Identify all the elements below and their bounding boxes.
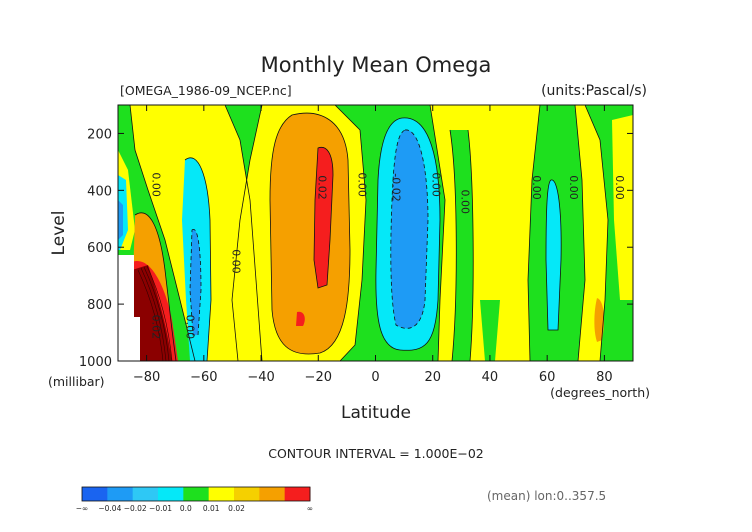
- colorbar: −∞ −0.04 −0.02 −0.01 0.0 0.01 0.02 ∞: [76, 486, 313, 513]
- dashed-contour-lines: [189, 129, 429, 336]
- contour-label: 0.02: [149, 315, 162, 340]
- x-tick-label: 80: [596, 370, 613, 385]
- x-tick-label: 40: [482, 370, 499, 385]
- region-orange-north: [594, 298, 605, 342]
- y-tick-label: 1000: [79, 355, 112, 370]
- x-units-label: (degrees_north): [550, 385, 650, 400]
- contour-labels: 0.00 0.00 0.02 0.00 0.02 0.00 -0.02 0.00 0.00 0.0…: [149, 172, 626, 340]
- y-tick-label: 200: [87, 127, 112, 142]
- y-tick-label: 400: [87, 184, 112, 199]
- x-tick-label: −60: [190, 370, 217, 385]
- region-yellow-north: [612, 115, 633, 300]
- region-red-dot: [296, 311, 305, 326]
- contour-label: -0.02: [390, 173, 403, 201]
- region-blue-polar: [118, 200, 123, 240]
- source-file-label: [OMEGA_1986-09_NCEP.nc]: [120, 83, 292, 98]
- colorbar-swatch: [208, 487, 235, 501]
- units-label: (units:Pascal/s): [541, 83, 647, 99]
- y-tick-label: 600: [87, 241, 112, 256]
- contour-label: 0.00: [530, 175, 543, 200]
- colorbar-swatch: [284, 487, 311, 501]
- x-tick-label: 20: [424, 370, 441, 385]
- x-axis-label: Latitude: [341, 403, 411, 423]
- colorbar-swatch: [107, 487, 134, 501]
- colorbar-label: −0.02: [124, 504, 147, 513]
- x-tick-label: 60: [539, 370, 556, 385]
- colorbar-swatch: [158, 487, 184, 501]
- contour-label: 0.00: [613, 175, 626, 200]
- region-green-eq-dot: [366, 229, 373, 250]
- x-tick-label: 0: [371, 370, 379, 385]
- colorbar-label: 0.02: [228, 504, 245, 513]
- mean-longitude-note: (mean) lon:0..357.5: [487, 489, 606, 503]
- y-tick-label: 800: [87, 298, 112, 313]
- x-axis: −80 −60 −40 −20 0 20 40 60 80: [133, 105, 613, 385]
- contour-label: 0.00: [567, 175, 580, 200]
- colorbar-swatch: [234, 487, 260, 501]
- colorbar-label: −0.04: [98, 504, 121, 513]
- contour-label: 0.00: [355, 172, 368, 197]
- dense-contours-south: [137, 265, 173, 361]
- contour-label: 0.02: [315, 175, 328, 200]
- colorbar-label: −0.01: [149, 504, 172, 513]
- region-darkred-south: [132, 265, 172, 361]
- contour-interval-label: CONTOUR INTERVAL = 1.000E−02: [268, 446, 484, 461]
- x-tick-label: −80: [133, 370, 160, 385]
- contour-label: 0.00: [229, 249, 242, 274]
- y-units-label: (millibar): [48, 374, 105, 389]
- colorbar-label: ∞: [307, 504, 313, 513]
- region-blue-tropic: [390, 129, 428, 329]
- colorbar-frame: [81, 486, 311, 502]
- colorbar-swatch: [132, 487, 159, 501]
- region-missing-data: [118, 255, 134, 317]
- region-cyan-north: [546, 179, 562, 330]
- region-missing-data-2: [118, 317, 140, 361]
- region-blue-south: [190, 229, 201, 335]
- region-red-subtropic: [314, 147, 333, 288]
- plot-area: [118, 105, 633, 361]
- region-green-strip-3: [480, 300, 500, 361]
- colorbar-label: 0.0: [180, 504, 192, 513]
- colorbar-label: −∞: [76, 504, 89, 513]
- x-tick-label: −20: [305, 370, 332, 385]
- colorbar-swatch: [183, 487, 210, 501]
- contour-label: 0.00: [430, 172, 443, 197]
- chart-title: Monthly Mean Omega: [261, 53, 492, 77]
- contour-lines: [129, 105, 609, 361]
- colorbar-swatch: [259, 487, 286, 501]
- colorbar-label: 0.01: [203, 504, 220, 513]
- y-axis: 200 400 600 800 1000: [79, 127, 633, 370]
- region-orange-subtropic: [270, 113, 350, 355]
- y-axis-label: Level: [49, 211, 69, 256]
- contour-label: 0.00: [458, 189, 471, 214]
- colorbar-swatch: [82, 487, 108, 501]
- x-tick-label: −40: [247, 370, 274, 385]
- contour-label: 0.00: [184, 315, 197, 340]
- contour-label: 0.00: [149, 172, 162, 197]
